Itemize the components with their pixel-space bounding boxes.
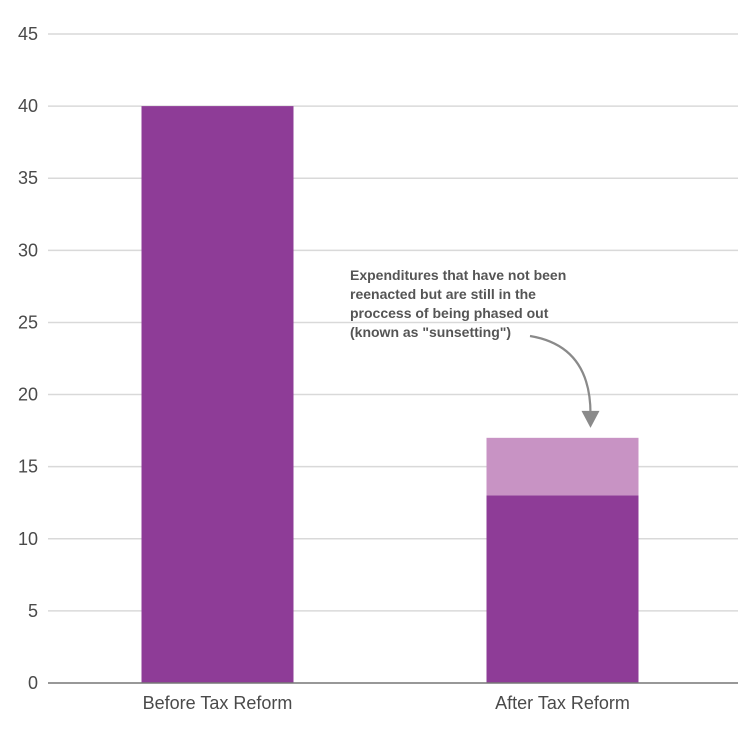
annotation: Expenditures that have not been reenacted…: [350, 267, 600, 428]
y-tick-label-45: 45: [18, 24, 38, 44]
y-tick-label-40: 40: [18, 96, 38, 116]
y-tick-label-0: 0: [28, 673, 38, 693]
annotation-line-2: proccess of being phased out: [350, 305, 549, 321]
annotation-line-0: Expenditures that have not been: [350, 267, 566, 283]
x-category-label-1: After Tax Reform: [495, 693, 630, 713]
y-tick-label-10: 10: [18, 529, 38, 549]
axes: 0 5 10 15 20 25 30 35 40 45 Before Tax Reform After…: [18, 24, 738, 713]
y-tick-label-25: 25: [18, 312, 38, 332]
y-tick-label-35: 35: [18, 168, 38, 188]
y-tick-label-5: 5: [28, 601, 38, 621]
bars: [141, 106, 639, 684]
annotation-line-3: (known as "sunsetting"): [350, 324, 511, 340]
annotation-arrow-head: [581, 410, 600, 428]
y-tick-label-30: 30: [18, 240, 38, 260]
y-tick-label-20: 20: [18, 385, 38, 405]
annotation-line-1: reenacted but are still in the: [350, 286, 536, 302]
x-category-label-0: Before Tax Reform: [143, 693, 293, 713]
annotation-arrow-line: [529, 334, 592, 414]
y-tick-label-15: 15: [18, 457, 38, 477]
bar-after-segment-0: [486, 495, 639, 683]
bar-after-segment-1: [486, 437, 639, 496]
bar-before-segment-0: [141, 106, 294, 684]
